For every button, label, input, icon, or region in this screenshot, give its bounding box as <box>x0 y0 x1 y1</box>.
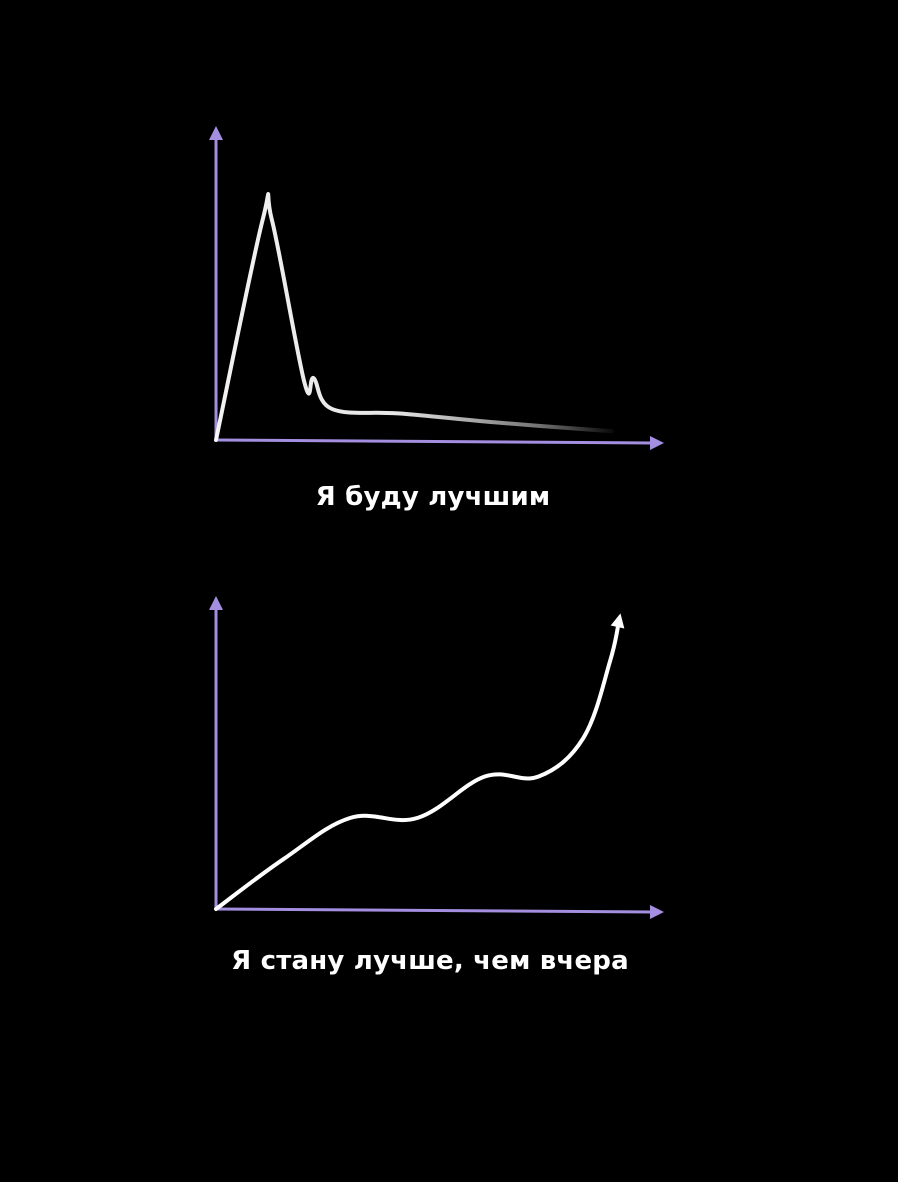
chart-top-x-axis <box>215 438 653 445</box>
chart-top-y-axis-arrowhead <box>209 126 223 140</box>
chart-top-caption: Я буду лучшим <box>315 482 551 512</box>
chart-top <box>209 126 664 450</box>
chart-top-series-line <box>214 192 615 442</box>
chart-bottom-series-arrowhead <box>610 613 625 629</box>
chart-bottom-x-axis-arrowhead <box>650 905 664 919</box>
chart-bottom <box>209 596 664 919</box>
chart-bottom-series-line <box>214 617 622 911</box>
chart-bottom-caption: Я стану лучше, чем вчера <box>231 946 629 976</box>
chart-bottom-x-axis <box>215 907 653 914</box>
chart-top-x-axis-arrowhead <box>650 436 664 450</box>
chart-bottom-y-axis-arrowhead <box>209 596 223 610</box>
